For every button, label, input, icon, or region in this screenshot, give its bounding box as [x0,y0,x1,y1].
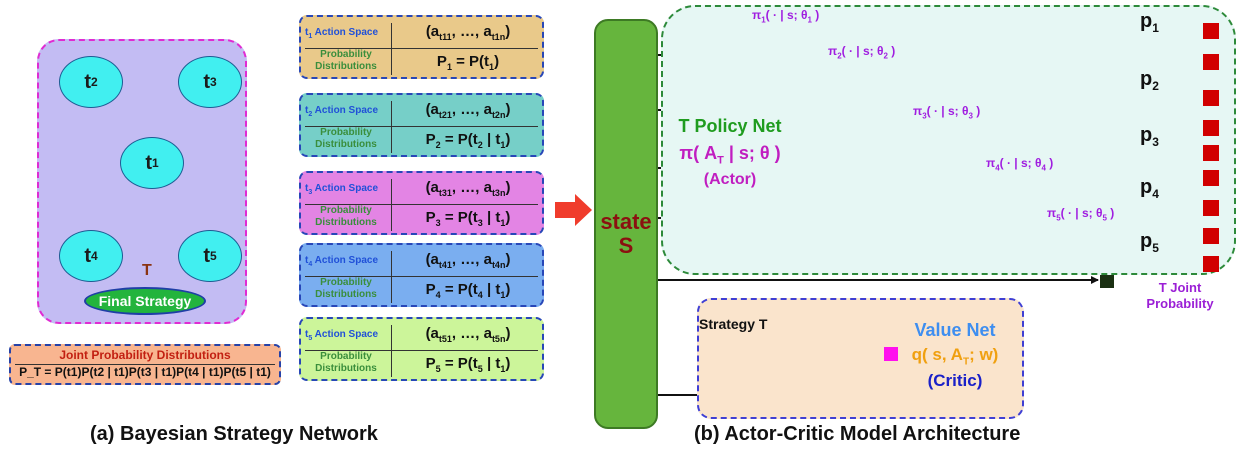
output-label-p2: p2 [1140,68,1159,93]
value-net-title: Value Net [914,320,996,340]
joint-probability-title: Joint Probability Distributions [59,348,231,362]
policy-label-pi2: π2( · | s; θ2 ) [828,44,896,61]
joint-probability-equation: P_T = P(t1)P(t2 | t1)P(t3 | t1)P(t4 | t1… [19,365,271,379]
divider [15,364,275,365]
output-label-p5: p5 [1140,230,1159,255]
divider [305,204,538,205]
caption-a: (a) Bayesian Strategy Network [90,423,378,445]
action-tuple: (at11, …, at1n) [425,23,511,42]
action-box-3: t3 Action Space Probability Distribution… [299,171,544,235]
output-square [1203,170,1219,186]
joint-probability-box: Joint Probability Distributions P_T = P(… [9,344,281,385]
probability-formula: P2 = P(t2 | t1) [425,131,511,150]
divider [391,23,392,75]
critic-output-square [884,347,898,361]
divider [305,48,538,49]
action-box-5: t5 Action Space Probability Distribution… [299,317,544,381]
state-block [594,19,658,429]
divider [305,276,538,277]
value-net-panel [697,298,1024,419]
action-space-label: t4 Action Space [305,255,379,268]
action-tuple: (at21, …, at2n) [425,101,511,120]
policy-label-pi1: π1( · | s; θ1 ) [752,8,820,25]
probability-distributions-label: Probability Distributions [315,351,377,374]
divider [305,350,538,351]
divider [391,325,392,377]
critic-label: (Critic) [927,371,983,390]
policy-label-pi5: π5( · | s; θ5 ) [1047,206,1115,223]
strategy-t-label: T [142,262,152,279]
policy-net-title: T Policy Net [678,116,782,136]
action-space-label: t1 Action Space [305,27,379,40]
probability-distributions-label: Probability Distributions [315,277,377,300]
action-box-4: t4 Action Space Probability Distribution… [299,243,544,307]
divider [391,251,392,303]
action-box-2: t2 Action Space Probability Distribution… [299,93,544,157]
output-label-p3: p3 [1140,124,1159,149]
state-label: state S [600,209,652,258]
divider [305,126,538,127]
output-square [1203,54,1219,70]
output-label-p4: p4 [1140,176,1159,201]
output-square [1203,228,1219,244]
output-square [1203,120,1219,136]
divider [391,101,392,153]
output-square [1203,200,1219,216]
action-tuple: (at41, …, at4n) [425,251,511,270]
probability-distributions-label: Probability Distributions [315,205,377,228]
action-space-label: t2 Action Space [305,105,379,118]
output-square [1203,23,1219,39]
final-strategy-node: Final Strategy [84,287,206,315]
action-tuple: (at31, …, at3n) [425,179,511,198]
probability-formula: P5 = P(t5 | t1) [425,355,511,374]
probability-formula: P4 = P(t4 | t1) [425,281,511,300]
policy-formula: π( AT | s; θ ) [679,143,781,167]
probability-distributions-label: Probability Distributions [315,127,377,150]
probability-formula: P3 = P(t3 | t1) [425,209,511,228]
divider [391,179,392,231]
caption-b: (b) Actor-Critic Model Architecture [694,423,1021,445]
strategy-t-input-label: Strategy T [699,316,768,332]
output-square [1203,145,1219,161]
output-square [1203,256,1219,272]
value-formula: q( s, AT; w) [911,345,999,368]
policy-label-pi3: π3( · | s; θ3 ) [913,104,981,121]
policy-label-pi4: π4( · | s; θ4 ) [986,156,1054,173]
action-tuple: (at51, …, at5n) [425,325,511,344]
joint-probability-output-label: T Joint Probability [1146,280,1214,311]
probability-formula: P1 = P(t1) [436,53,500,72]
action-box-1: t1 Action Space Probability Distribution… [299,15,544,79]
output-square [1203,90,1219,106]
action-space-label: t5 Action Space [305,329,379,342]
actor-label: (Actor) [703,171,757,188]
transition-arrow [555,194,592,226]
policy-net-panel [661,5,1236,275]
probability-distributions-label: Probability Distributions [315,49,377,72]
output-label-p1: p1 [1140,10,1159,35]
action-space-label: t3 Action Space [305,183,379,196]
